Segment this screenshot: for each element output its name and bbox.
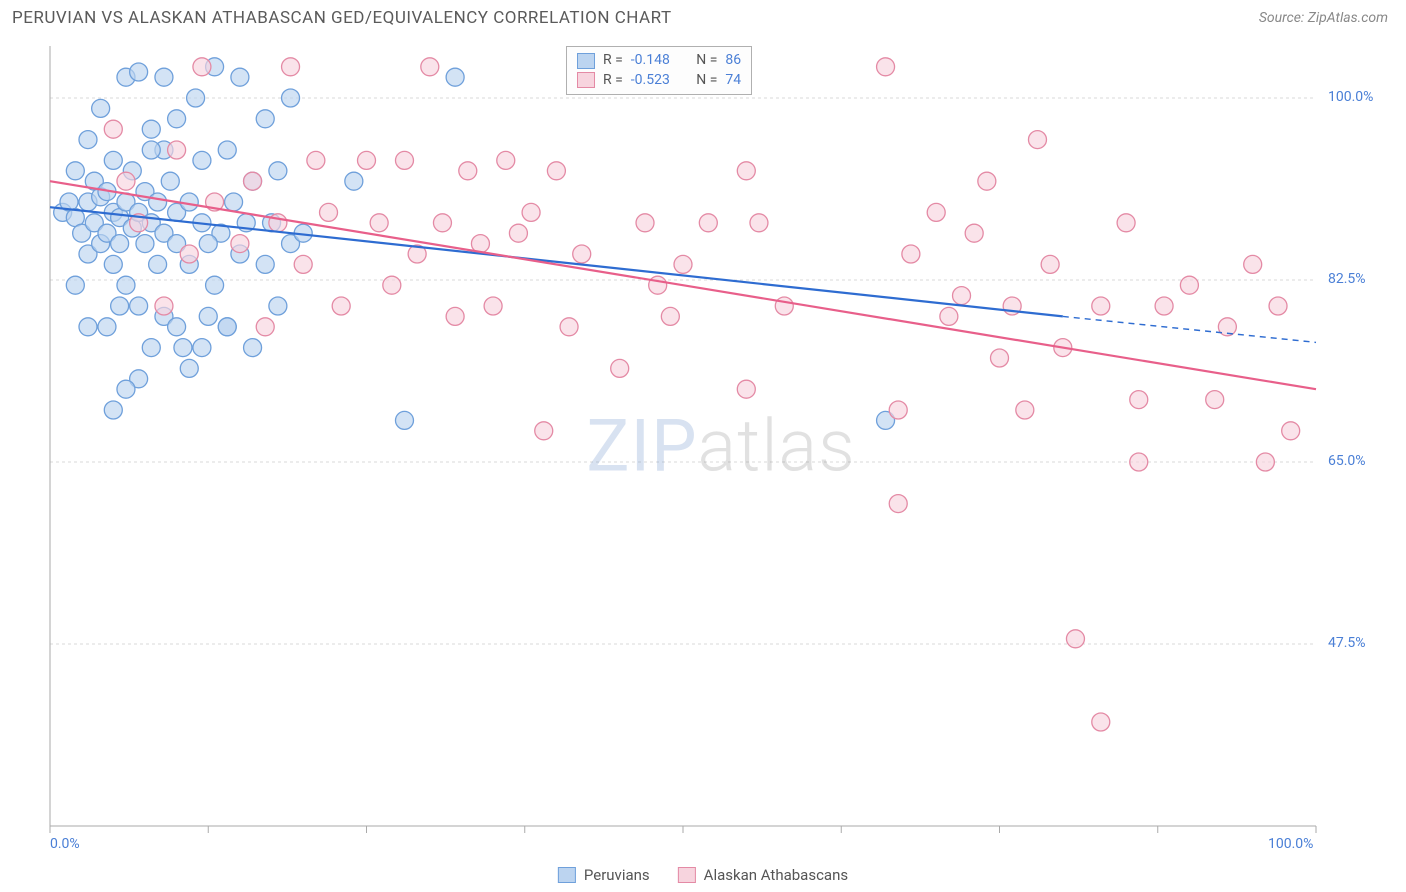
legend-item: Peruvians — [558, 866, 650, 884]
y-tick-label: 100.0% — [1328, 89, 1373, 105]
header: PERUVIAN VS ALASKAN ATHABASCAN GED/EQUIV… — [0, 0, 1406, 34]
correlation-legend-row: R = -0.523 N = 74 — [577, 71, 741, 91]
series-legend: Peruvians Alaskan Athabascans — [558, 866, 848, 884]
legend-swatch — [558, 867, 576, 883]
x-tick-label: 100.0% — [1268, 836, 1313, 852]
correlation-legend-row: R = -0.148 N = 86 — [577, 51, 741, 71]
correlation-legend: R = -0.148 N = 86R = -0.523 N = 74 — [566, 46, 752, 95]
y-tick-label: 65.0% — [1328, 453, 1366, 469]
scatter-chart — [46, 40, 1396, 852]
legend-swatch — [678, 867, 696, 883]
legend-label: Alaskan Athabascans — [704, 866, 848, 884]
chart-area: ZIPatlas R = -0.148 N = 86R = -0.523 N =… — [46, 40, 1396, 852]
legend-swatch — [577, 72, 595, 88]
x-tick-label: 0.0% — [50, 836, 80, 852]
legend-item: Alaskan Athabascans — [678, 866, 848, 884]
legend-label: Peruvians — [584, 866, 650, 884]
source-label: Source: ZipAtlas.com — [1259, 10, 1388, 26]
y-tick-label: 82.5% — [1328, 271, 1366, 287]
legend-swatch — [577, 53, 595, 69]
chart-title: PERUVIAN VS ALASKAN ATHABASCAN GED/EQUIV… — [12, 8, 672, 28]
y-tick-label: 47.5% — [1328, 635, 1366, 651]
